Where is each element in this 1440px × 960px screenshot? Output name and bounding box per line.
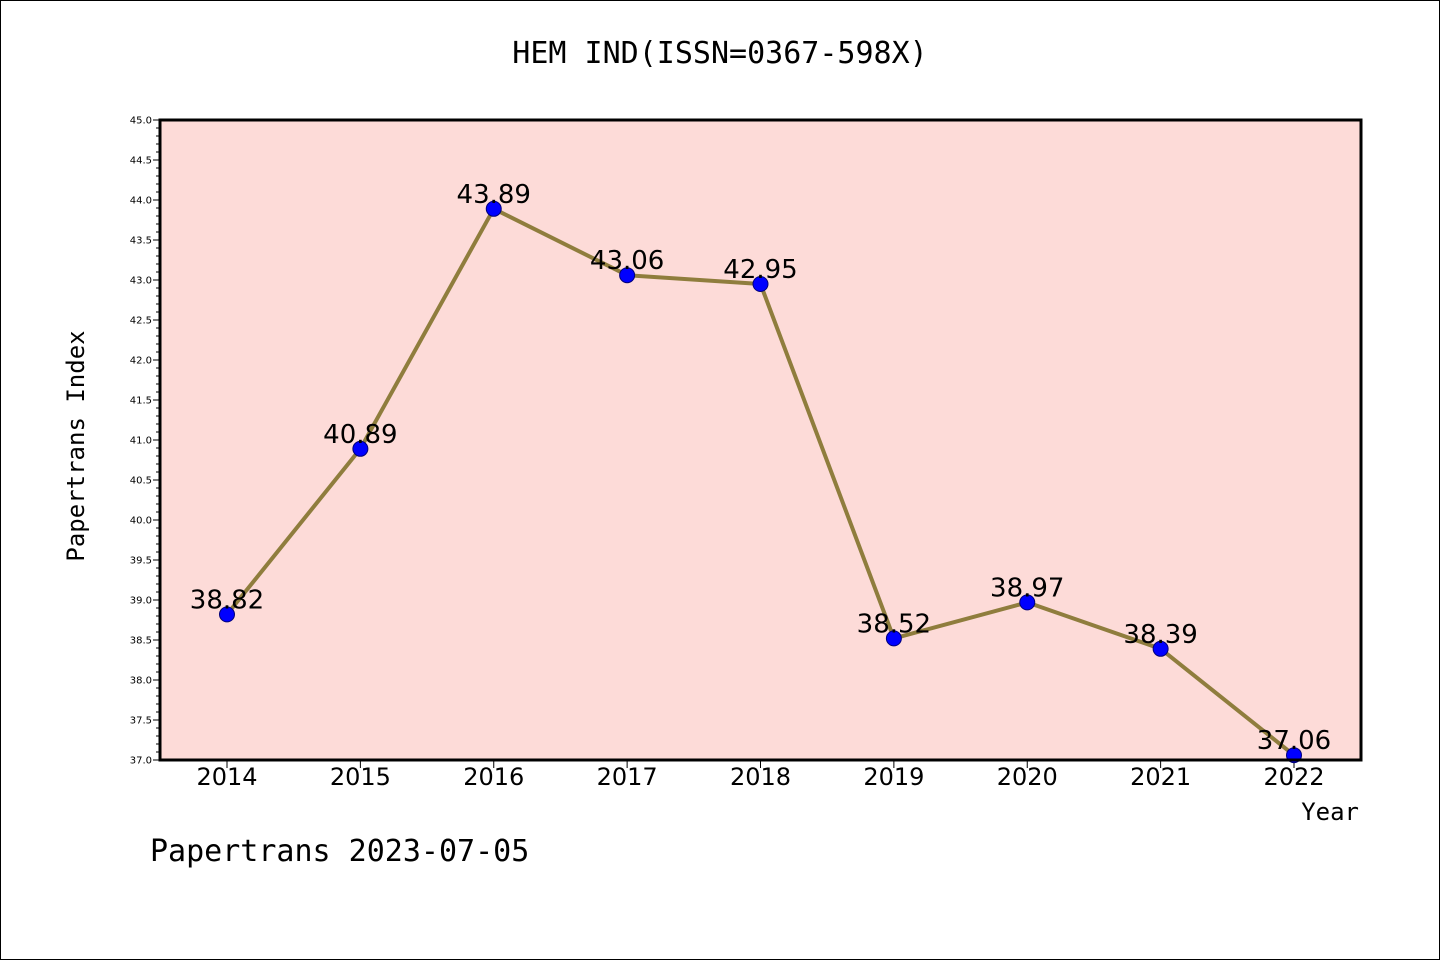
x-axis-title: Year [1301, 798, 1359, 826]
y-tick-label: 39.0 [130, 596, 152, 607]
y-tick-label: 41.5 [130, 396, 152, 407]
data-label: 38.82 [190, 585, 264, 615]
data-point [1019, 594, 1036, 611]
y-tick-label: 37.5 [130, 716, 152, 727]
x-tick-label: 2017 [597, 763, 658, 791]
data-label: 43.06 [590, 246, 664, 276]
x-tick-label: 2018 [730, 763, 791, 791]
y-tick-label: 42.5 [130, 316, 152, 327]
data-label: 38.97 [990, 573, 1064, 603]
plot-border [158, 118, 1363, 762]
x-tick-label: 2015 [330, 763, 391, 791]
x-tick-label: 2014 [196, 763, 257, 791]
x-tick-label: 2021 [1130, 763, 1191, 791]
data-point [885, 630, 902, 647]
y-tick-label: 40.0 [130, 516, 152, 527]
x-tick-label: 2016 [463, 763, 524, 791]
chart-title: HEM IND(ISSN=0367-598X) [512, 36, 928, 71]
x-tick-label: 2020 [997, 763, 1058, 791]
data-label: 40.89 [323, 420, 397, 450]
y-tick-label: 42.0 [130, 356, 152, 367]
y-tick-label: 37.0 [130, 756, 152, 767]
data-labels: 38.82 40.89 43.89 43.06 42.95 38.52 38.97 38.39… [190, 180, 1331, 756]
y-tick-label: 43.0 [130, 276, 152, 287]
y-tick-label: 40.5 [130, 476, 152, 487]
y-tick-label: 43.5 [130, 236, 152, 247]
data-point [1152, 640, 1169, 657]
data-point [352, 440, 369, 457]
y-tick-label: 38.5 [130, 636, 152, 647]
data-point [752, 276, 769, 292]
x-tick-label: 2019 [863, 763, 924, 791]
data-label: 42.95 [723, 255, 797, 285]
x-axis-ticks: 2014 2015 2016 2017 2018 2019 2020 2021 2022 [196, 760, 1325, 791]
y-tick-label: 41.0 [130, 436, 152, 447]
footer-date: Papertrans 2023-07-05 [150, 834, 530, 869]
data-point [219, 606, 235, 623]
x-tick-label: 2022 [1263, 763, 1324, 791]
data-label: 38.39 [1123, 620, 1197, 650]
y-axis-title: Papertrans Index [62, 330, 90, 561]
y-axis-ticks: 37.0 37.5 38.0 38.5 39.0 39.5 40.0 40.5 41.0 41.5… [130, 116, 160, 767]
data-label: 37.06 [1257, 726, 1331, 756]
data-point [619, 267, 636, 284]
data-point [485, 200, 502, 217]
y-tick-label: 44.5 [130, 156, 152, 167]
data-label: 38.52 [857, 609, 931, 639]
y-tick-label: 44.0 [130, 196, 152, 207]
y-tick-label: 39.5 [130, 556, 152, 567]
data-markers [219, 200, 1302, 764]
y-tick-label: 45.0 [130, 116, 152, 127]
data-label: 43.89 [457, 180, 531, 210]
y-tick-label: 38.0 [130, 676, 152, 687]
